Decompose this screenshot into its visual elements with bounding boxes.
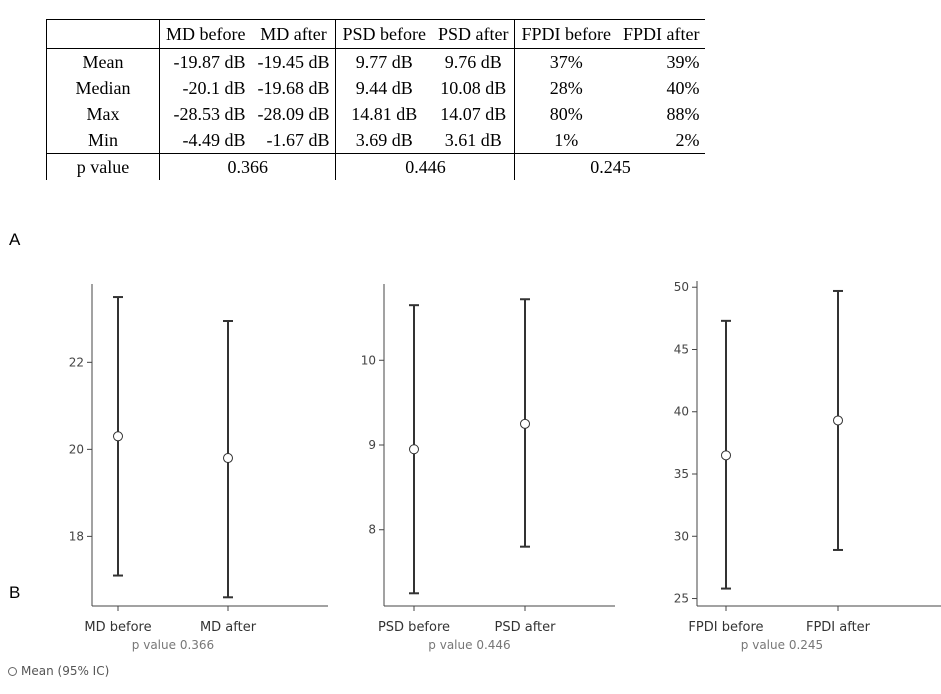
header-fpdi-after: FPDI after bbox=[616, 19, 706, 49]
x-tick-label: MD before bbox=[84, 620, 151, 635]
pvalue-row: p value 0.366 0.446 0.245 bbox=[46, 153, 706, 180]
y-tick-label: 22 bbox=[69, 355, 84, 369]
chart-md: 18 20 22 MD before MD after p value 0.366 bbox=[69, 284, 328, 652]
row-label: Mean bbox=[46, 48, 160, 75]
chart-fpdi: 25 30 35 40 45 50 FPDI before FPDI after p value… bbox=[674, 280, 941, 652]
y-tick-label: 8 bbox=[368, 523, 376, 537]
header-psd-before: PSD before bbox=[335, 19, 432, 49]
y-tick-label: 40 bbox=[674, 405, 689, 419]
x-tick-label: FPDI before bbox=[688, 620, 763, 635]
table-cell: 88% bbox=[666, 103, 700, 124]
table-cell: -19.68 dB bbox=[257, 77, 330, 98]
y-tick-label: 50 bbox=[674, 280, 689, 294]
table-cell: 14.81 dB bbox=[335, 101, 432, 127]
mean-marker bbox=[113, 431, 123, 442]
table-row: Mean -19.87 dB -19.45 dB 9.77 dB 9.76 dB… bbox=[46, 48, 706, 75]
y-tick-label: 25 bbox=[674, 592, 689, 606]
y-tick-label: 9 bbox=[368, 438, 376, 452]
x-tick-label: FPDI after bbox=[806, 620, 871, 635]
table-cell: 37% bbox=[514, 48, 617, 75]
mean-marker-icon bbox=[8, 667, 17, 676]
chart-psd: 8 9 10 PSD before PSD after p value 0.446 bbox=[361, 284, 615, 652]
table-cell: 2% bbox=[616, 127, 706, 154]
table-cell: 9.77 dB bbox=[335, 48, 432, 75]
mean-marker bbox=[721, 450, 731, 461]
mean-marker bbox=[223, 453, 233, 464]
table-cell: 14.07 dB bbox=[440, 103, 507, 124]
y-tick-label: 18 bbox=[69, 529, 84, 543]
pvalue-md: 0.366 bbox=[158, 153, 336, 180]
table-cell: -19.87 dB bbox=[159, 48, 252, 75]
header-blank bbox=[46, 19, 160, 49]
mean-marker bbox=[409, 444, 419, 455]
table-row: Min -4.49 dB -1.67 dB 3.69 dB 3.61 dB 1%… bbox=[46, 127, 706, 154]
x-tick-label: MD after bbox=[200, 620, 257, 635]
table-cell: 1% bbox=[514, 127, 617, 154]
table-row: Median -20.1 dB -19.68 dB 9.44 dB 10.08 … bbox=[46, 75, 706, 101]
y-tick-label: 30 bbox=[674, 529, 689, 543]
panel-label-a: A bbox=[9, 230, 21, 249]
header-fpdi-before: FPDI before bbox=[514, 19, 617, 49]
table-cell: 28% bbox=[514, 75, 617, 101]
header-md-before: MD before bbox=[159, 19, 252, 49]
table-cell: -28.53 dB bbox=[159, 101, 252, 127]
row-label: Max bbox=[46, 101, 160, 127]
y-tick-label: 20 bbox=[69, 442, 84, 456]
table-cell: 9.44 dB bbox=[335, 75, 432, 101]
table-cell: -28.09 dB bbox=[257, 103, 330, 124]
table-cell: 3.61 dB bbox=[431, 127, 515, 154]
y-tick-label: 10 bbox=[361, 353, 376, 367]
table-cell: 80% bbox=[514, 101, 617, 127]
header-md-after: MD after bbox=[251, 19, 336, 49]
table-cell: 40% bbox=[666, 77, 700, 98]
table-cell: 9.76 dB bbox=[444, 51, 502, 72]
legend-label: Mean (95% IC) bbox=[21, 664, 110, 678]
legend: Mean (95% IC) bbox=[8, 664, 109, 678]
pvalue-label: p value 0.245 bbox=[741, 638, 823, 652]
summary-table: MD before MD after PSD before PSD after … bbox=[46, 19, 706, 180]
y-tick-label: 35 bbox=[674, 467, 689, 481]
table-cell: -1.67 dB bbox=[251, 127, 336, 154]
table-cell: 3.69 dB bbox=[335, 127, 432, 154]
y-tick-label: 45 bbox=[674, 342, 689, 356]
panel-label-b: B bbox=[9, 583, 21, 602]
row-label: Min bbox=[46, 127, 160, 154]
row-label: Median bbox=[46, 75, 160, 101]
table-cell: -4.49 dB bbox=[159, 127, 252, 154]
x-tick-label: PSD after bbox=[495, 620, 557, 635]
table-cell: -19.45 dB bbox=[257, 51, 330, 72]
table-cell: -20.1 dB bbox=[159, 75, 252, 101]
pvalue-label: p value 0.366 bbox=[132, 638, 214, 652]
table-cell: 10.08 dB bbox=[440, 77, 507, 98]
mean-marker bbox=[833, 415, 843, 426]
table-row: Max -28.53 dB -28.09 dB 14.81 dB 14.07 d… bbox=[46, 101, 706, 127]
pvalue-psd: 0.446 bbox=[335, 153, 515, 180]
pvalue-label: p value 0.446 bbox=[428, 638, 510, 652]
header-psd-after: PSD after bbox=[431, 19, 515, 49]
table-cell: 39% bbox=[666, 51, 700, 72]
mean-marker bbox=[520, 418, 530, 429]
x-tick-label: PSD before bbox=[378, 620, 450, 635]
pvalue-fpdi: 0.245 bbox=[514, 153, 706, 180]
row-label: p value bbox=[46, 153, 160, 180]
